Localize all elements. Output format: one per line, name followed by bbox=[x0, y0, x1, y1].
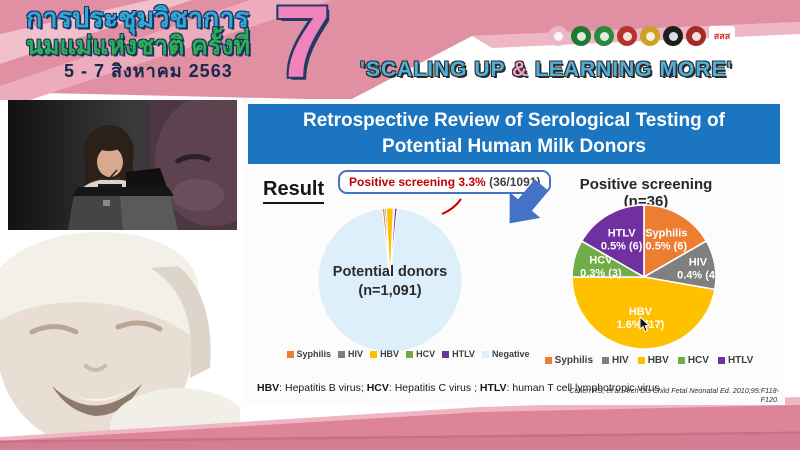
legend-item-hiv: HIV bbox=[602, 355, 629, 366]
legend-swatch bbox=[481, 350, 489, 358]
legend-label: Syphilis bbox=[296, 349, 332, 359]
legend-item-htlv: HTLV bbox=[717, 355, 754, 366]
pie-slice-htlv bbox=[580, 204, 645, 279]
sponsor-logo-row: สสส bbox=[548, 26, 735, 46]
pie-slice-negative bbox=[317, 207, 463, 353]
callout-pointer bbox=[441, 198, 462, 215]
perinatal-society-logo bbox=[686, 26, 706, 46]
legend-swatch bbox=[338, 350, 346, 358]
legend-item-hbv: HBV bbox=[370, 349, 399, 359]
callout-detail: (36/1091) bbox=[485, 175, 541, 189]
result-label: Result bbox=[263, 178, 325, 204]
positive-screening-pie-chart: Syphilis 0.5% (6)HIV 0.4% (4)HBV 1.6% (17)H… bbox=[571, 204, 719, 350]
bottom-decoration-bands bbox=[0, 397, 800, 450]
tagline-post: LEARNING MORE' bbox=[528, 58, 733, 81]
flow-arrow-icon bbox=[509, 179, 549, 224]
footnote-desc: : Hepatitis B virus; bbox=[279, 382, 367, 394]
footnote-desc: : human T cell lymphotropic virus bbox=[506, 382, 660, 394]
callout-highlight: Positive screening 3.3% bbox=[349, 175, 486, 189]
footnote-abbr: HCV bbox=[366, 382, 389, 394]
legend-label: HBV bbox=[380, 349, 400, 359]
positive-screening-callout: Positive screening 3.3% (36/1091) bbox=[338, 170, 552, 194]
pie-slice-syphilis bbox=[643, 204, 708, 279]
slide-area: Retrospective Review of Serological Test… bbox=[243, 99, 785, 405]
pie-center-label: (n=1,091) bbox=[358, 283, 421, 299]
legend-item-hcv: HCV bbox=[406, 349, 435, 359]
conference-title-line1: การประชุมวิชาการ bbox=[26, 3, 249, 33]
legend-label: HTLV bbox=[727, 355, 754, 366]
legend-swatch bbox=[442, 350, 450, 358]
slice-label-syphilis: Syphilis 0.5% (6) bbox=[645, 227, 687, 252]
slice-label-hiv: HIV 0.4% (4) bbox=[677, 256, 719, 281]
footnote-abbr: HTLV bbox=[479, 382, 507, 394]
conference-banner: การประชุมวิชาการ นมแม่แห่งชาติ ครั้งที่ … bbox=[0, 0, 800, 100]
legend-swatch bbox=[637, 357, 645, 364]
legend-swatch bbox=[544, 357, 552, 364]
royal-college-pediatricians-logo bbox=[640, 26, 660, 46]
pie-slice-hbv bbox=[571, 276, 716, 350]
edition-number: 7 bbox=[274, 0, 331, 99]
legend-item-negative: Negative bbox=[481, 349, 530, 359]
legend-swatch bbox=[717, 357, 725, 364]
breastfeeding-foundation-logo bbox=[548, 26, 568, 46]
legend-swatch bbox=[370, 350, 378, 358]
tagline-ampersand: & bbox=[511, 58, 529, 81]
potential-donors-legend: Syphilis HIV HBV HCV HTLV Negative bbox=[283, 349, 533, 359]
legend-label: Syphilis bbox=[554, 355, 594, 366]
legend-label: HCV bbox=[687, 355, 709, 366]
slide-title: Retrospective Review of Serological Test… bbox=[303, 110, 725, 157]
ministry-of-health-logo bbox=[571, 26, 591, 46]
royal-institute-logo bbox=[617, 26, 637, 46]
legend-label: HIV bbox=[348, 349, 364, 359]
legend-item-syphilis: Syphilis bbox=[544, 355, 594, 366]
legend-label: Negative bbox=[491, 349, 530, 359]
footnote-abbr: HBV bbox=[257, 382, 280, 394]
conference-tagline: 'SCALING UP & LEARNING MORE' bbox=[360, 58, 732, 82]
legend-label: HBV bbox=[647, 355, 669, 366]
abbreviation-footnote: HBV: Hepatitis B virus; HCV: Hepatitis C… bbox=[257, 382, 660, 394]
legend-label: HIV bbox=[612, 355, 629, 366]
conference-date: 5 - 7 สิงหาคม 2563 bbox=[64, 60, 233, 81]
legend-swatch bbox=[677, 357, 685, 364]
nursing-council-logo bbox=[663, 26, 683, 46]
legend-item-hiv: HIV bbox=[338, 349, 363, 359]
tagline-pre: 'SCALING UP bbox=[360, 58, 512, 81]
legend-item-hcv: HCV bbox=[677, 355, 709, 366]
conference-title-line2: นมแม่แห่งชาติ ครั้งที่ bbox=[26, 32, 250, 61]
presenter-video-feed bbox=[8, 94, 271, 230]
thai-health-foundation-logo: สสส bbox=[709, 26, 735, 46]
conference-title-block: การประชุมวิชาการ นมแม่แห่งชาติ ครั้งที่ … bbox=[26, 4, 250, 80]
podium bbox=[68, 168, 178, 230]
slice-label-htlv: HTLV 0.5% (6) bbox=[601, 227, 643, 252]
legend-item-htlv: HTLV bbox=[442, 349, 475, 359]
legend-label: HTLV bbox=[452, 349, 475, 359]
potential-donors-pie-chart: Potential donors (n=1,091) bbox=[317, 207, 463, 353]
presenter-video-art bbox=[8, 94, 271, 230]
legend-item-syphilis: Syphilis bbox=[286, 349, 332, 359]
legend-label: HCV bbox=[416, 349, 436, 359]
pie-center-label: Potential donors bbox=[333, 264, 447, 280]
legend-item-hbv: HBV bbox=[637, 355, 669, 366]
slide-header: Retrospective Review of Serological Test… bbox=[248, 104, 780, 164]
mouse-cursor-icon bbox=[639, 317, 651, 333]
citation-text: Cohen RS, et al. Arch Dis Child Fetal Ne… bbox=[569, 386, 779, 404]
footnote-desc: : Hepatitis C virus ; bbox=[388, 382, 480, 394]
positive-screening-legend: Syphilis HIV HBV HCV HTLV bbox=[544, 355, 753, 366]
legend-swatch bbox=[602, 357, 610, 364]
medical-association-logo bbox=[594, 26, 614, 46]
legend-swatch bbox=[406, 350, 414, 358]
slice-label-hcv: HCV 0.3% (3) bbox=[580, 254, 622, 279]
legend-swatch bbox=[286, 350, 294, 358]
